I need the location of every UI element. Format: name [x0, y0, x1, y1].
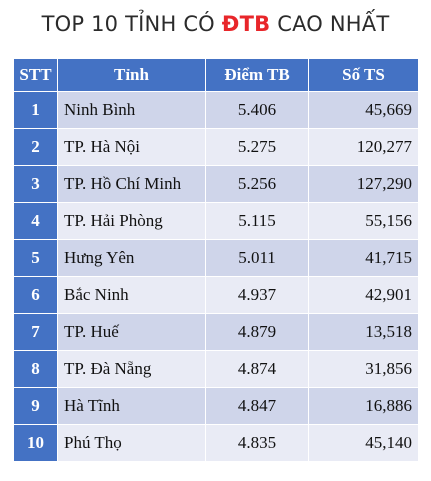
cell-stt: 2 — [13, 128, 58, 166]
cell-stt: 10 — [13, 424, 58, 462]
table-row: 2 TP. Hà Nội 5.275 120,277 — [13, 128, 419, 166]
cell-tinh: Phú Thọ — [57, 424, 206, 462]
cell-tinh: Hưng Yên — [57, 239, 206, 277]
cell-so-ts: 42,901 — [308, 276, 419, 314]
cell-tinh: TP. Hà Nội — [57, 128, 206, 166]
cell-so-ts: 55,156 — [308, 202, 419, 240]
cell-diem-tb: 4.835 — [205, 424, 309, 462]
cell-so-ts: 13,518 — [308, 313, 419, 351]
cell-stt: 9 — [13, 387, 58, 425]
table-row: 3 TP. Hồ Chí Minh 5.256 127,290 — [13, 165, 419, 203]
cell-tinh: Ninh Bình — [57, 91, 206, 129]
cell-so-ts: 120,277 — [308, 128, 419, 166]
cell-diem-tb: 5.406 — [205, 91, 309, 129]
cell-so-ts: 45,669 — [308, 91, 419, 129]
cell-tinh: Bắc Ninh — [57, 276, 206, 314]
cell-stt: 5 — [13, 239, 58, 277]
cell-tinh: Hà Tĩnh — [57, 387, 206, 425]
cell-so-ts: 45,140 — [308, 424, 419, 462]
header-stt: STT — [13, 58, 58, 92]
cell-stt: 7 — [13, 313, 58, 351]
cell-so-ts: 41,715 — [308, 239, 419, 277]
table-row: 10 Phú Thọ 4.835 45,140 — [13, 424, 419, 462]
header-diem-tb: Điểm TB — [205, 58, 309, 92]
cell-so-ts: 127,290 — [308, 165, 419, 203]
cell-diem-tb: 4.874 — [205, 350, 309, 388]
cell-diem-tb: 5.256 — [205, 165, 309, 203]
table-row: 1 Ninh Bình 5.406 45,669 — [13, 91, 419, 129]
cell-so-ts: 16,886 — [308, 387, 419, 425]
header-so-ts: Số TS — [308, 58, 419, 92]
table-row: 4 TP. Hải Phòng 5.115 55,156 — [13, 202, 419, 240]
cell-stt: 3 — [13, 165, 58, 203]
page-title: TOP 10 TỈNH CÓ ĐTB CAO NHẤT — [0, 12, 431, 36]
cell-diem-tb: 4.847 — [205, 387, 309, 425]
header-tinh: Tỉnh — [57, 58, 206, 92]
table-row: 9 Hà Tĩnh 4.847 16,886 — [13, 387, 419, 425]
cell-tinh: TP. Hồ Chí Minh — [57, 165, 206, 203]
table-row: 6 Bắc Ninh 4.937 42,901 — [13, 276, 419, 314]
title-highlight: ĐTB — [221, 12, 271, 36]
cell-so-ts: 31,856 — [308, 350, 419, 388]
table-row: 5 Hưng Yên 5.011 41,715 — [13, 239, 419, 277]
cell-stt: 8 — [13, 350, 58, 388]
cell-stt: 6 — [13, 276, 58, 314]
ranking-table: STT Tỉnh Điểm TB Số TS 1 Ninh Bình 5.406… — [13, 58, 419, 462]
cell-tinh: TP. Đà Nẵng — [57, 350, 206, 388]
cell-diem-tb: 5.115 — [205, 202, 309, 240]
title-text-before: TOP 10 TỈNH CÓ — [41, 12, 222, 36]
table-row: 8 TP. Đà Nẵng 4.874 31,856 — [13, 350, 419, 388]
cell-diem-tb: 5.011 — [205, 239, 309, 277]
cell-tinh: TP. Hải Phòng — [57, 202, 206, 240]
cell-stt: 4 — [13, 202, 58, 240]
cell-diem-tb: 4.879 — [205, 313, 309, 351]
cell-diem-tb: 4.937 — [205, 276, 309, 314]
cell-stt: 1 — [13, 91, 58, 129]
title-text-after: CAO NHẤT — [270, 12, 390, 36]
cell-diem-tb: 5.275 — [205, 128, 309, 166]
cell-tinh: TP. Huế — [57, 313, 206, 351]
table-row: 7 TP. Huế 4.879 13,518 — [13, 313, 419, 351]
table-header-row: STT Tỉnh Điểm TB Số TS — [13, 58, 419, 92]
